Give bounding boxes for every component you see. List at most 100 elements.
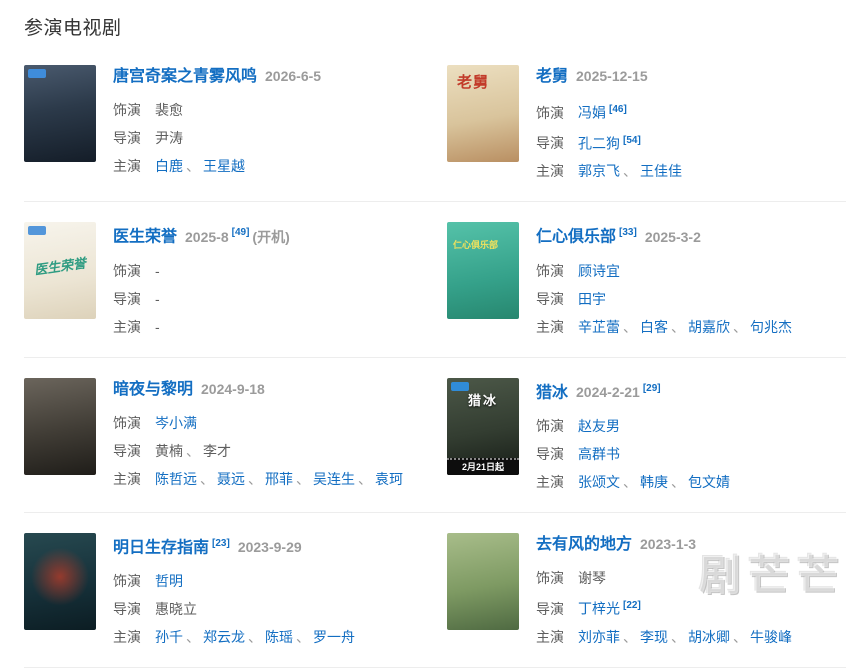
person-link[interactable]: 张颂文 [578, 473, 620, 490]
poster[interactable]: 猎冰 2月21日起 [447, 377, 519, 475]
release-date: 2023-1-3 [640, 535, 697, 552]
poster[interactable]: 老舅 [447, 65, 519, 162]
poster-badge-icon [451, 381, 469, 391]
person-link[interactable]: 王星越 [203, 158, 245, 174]
person-link[interactable]: 顾诗宜 [578, 262, 620, 279]
citation-ref[interactable]: [23] [212, 537, 230, 549]
release-date: 2023-9-29 [237, 539, 302, 556]
poster[interactable] [447, 532, 519, 630]
person-link[interactable]: 孙千 [155, 629, 183, 646]
separator: 、 [623, 163, 637, 180]
title-line: 去有风的地方 2023-1-3 [536, 533, 846, 556]
person-link[interactable]: 袁珂 [375, 470, 403, 487]
citation-ref[interactable]: [29] [642, 382, 661, 394]
poster-title-text: 猎冰 [467, 392, 498, 408]
detail-rows: 饰演 赵友男 导演 高群书 主演 张颂文、韩庚、包文婧 [536, 416, 846, 492]
person-link[interactable]: 岑小满 [155, 414, 197, 431]
person-link[interactable]: 郭京飞 [578, 163, 620, 180]
drama-title-link[interactable]: 明日生存指南 [113, 539, 210, 557]
poster[interactable]: 仁心俱乐部 [447, 222, 519, 320]
person-link[interactable]: 吴连生 [313, 470, 355, 487]
drama-title-link[interactable]: 唐宫奇案之青雾风鸣 [113, 68, 258, 85]
person-link[interactable]: 高群书 [578, 445, 620, 462]
drama-title-link[interactable]: 医生荣誉 [113, 228, 178, 246]
credit-label: 饰演 [113, 573, 141, 590]
person-link[interactable]: 陈瑶 [265, 629, 293, 646]
credit-row: 主演 郭京飞、王佳佳 [536, 161, 846, 181]
person-link[interactable]: 包文婧 [688, 473, 730, 490]
person-link[interactable]: 刘亦菲 [578, 628, 620, 645]
poster[interactable]: 医生荣誉 [24, 222, 96, 320]
credit-label: 主演 [113, 470, 141, 487]
separator: 、 [623, 473, 637, 490]
title-line: 暗夜与黎明 2024-9-18 [113, 378, 447, 401]
person-link[interactable]: 丁梓光 [578, 600, 620, 617]
credit-label: 主演 [113, 629, 141, 646]
person-link[interactable]: 田宇 [578, 290, 606, 307]
detail-rows: 饰演 谢琴 导演 丁梓光 [22] 主演 刘亦菲、李现、胡冰卿、牛骏峰 [536, 568, 846, 647]
person-link[interactable]: 陈哲远 [155, 470, 197, 487]
credit-row: 主演 白鹿、王星越 [113, 156, 447, 176]
credit-label: 主演 [536, 318, 564, 335]
citation-ref[interactable]: [54] [623, 134, 641, 146]
citation-ref[interactable]: [33] [619, 227, 637, 239]
person-name: 李才 [203, 442, 231, 459]
drama-entry: 唐宫奇案之青雾风鸣 2026-6-5 饰演 裴愈 导演 尹涛 主演 白鹿、王星越 [24, 45, 447, 203]
person-link[interactable]: 辛芷蕾 [578, 318, 620, 335]
drama-title-link[interactable]: 仁心俱乐部 [536, 228, 617, 246]
drama-title-link[interactable]: 暗夜与黎明 [113, 380, 194, 398]
drama-title-link[interactable]: 老舅 [536, 68, 569, 85]
drama-title-link[interactable]: 去有风的地方 [536, 535, 633, 553]
credit-label: 导演 [113, 130, 141, 146]
title-line: 老舅 2025-12-15 [536, 65, 846, 88]
title-line: 猎冰 2024-2-21 [29] [536, 378, 846, 404]
person-link[interactable]: 罗一舟 [313, 629, 355, 646]
person-link[interactable]: 胡嘉欣 [688, 318, 730, 335]
person-link[interactable]: 韩庚 [640, 473, 668, 490]
credit-label: 饰演 [536, 262, 564, 279]
poster[interactable] [24, 377, 96, 475]
credit-row: 导演 黄楠、李才 [113, 441, 447, 461]
release-date: 2025-3-2 [644, 228, 701, 245]
poster[interactable] [24, 532, 96, 630]
separator: 、 [200, 470, 214, 487]
drama-title-link[interactable]: 猎冰 [536, 383, 569, 401]
person-link[interactable]: 牛骏峰 [750, 628, 792, 645]
detail-rows: 饰演 - 导演 - 主演 - [113, 261, 447, 337]
person-link[interactable]: 赵友男 [578, 417, 620, 434]
person-link[interactable]: 白鹿 [155, 158, 183, 174]
person-name: - [155, 318, 160, 335]
person-link[interactable]: 郑云龙 [203, 629, 245, 646]
credit-label: 饰演 [536, 569, 564, 586]
person-link[interactable]: 孔二狗 [578, 135, 620, 152]
citation-ref[interactable]: [22] [623, 599, 641, 611]
person-link[interactable]: 李现 [640, 628, 668, 645]
person-name: - [155, 290, 160, 307]
separator: 、 [248, 470, 262, 487]
person-link[interactable]: 白客 [640, 318, 668, 335]
citation-ref[interactable]: [46] [609, 104, 627, 115]
credit-label: 饰演 [113, 414, 141, 431]
poster-title-text: 老舅 [457, 74, 490, 91]
drama-info: 仁心俱乐部 [33] 2025-3-2 饰演 顾诗宜 导演 田宇 主演 辛芷蕾、白客、胡嘉欣、… [536, 222, 846, 336]
drama-entry: 猎冰 2月21日起 猎冰 2024-2-21 [29] 饰演 赵友男 导演 高群书 主演 张颂文… [447, 358, 846, 513]
person-link[interactable]: 哲明 [155, 573, 183, 590]
person-link[interactable]: 冯娟 [578, 104, 606, 121]
title-line: 医生荣誉 2025-8 [49] (开机) [113, 222, 447, 248]
person-link[interactable]: 聂远 [217, 470, 245, 487]
separator: 、 [186, 629, 200, 646]
poster-badge-icon [28, 69, 46, 78]
person-link[interactable]: 邢菲 [265, 470, 293, 487]
credit-label: 导演 [536, 290, 564, 307]
title-line: 仁心俱乐部 [33] 2025-3-2 [536, 222, 846, 248]
release-date: 2025-12-15 [576, 68, 648, 84]
person-link[interactable]: 句兆杰 [750, 318, 792, 335]
person-link[interactable]: 胡冰卿 [688, 628, 730, 645]
credit-label: 饰演 [536, 417, 564, 434]
poster[interactable] [24, 65, 96, 162]
poster-badge-icon [28, 226, 46, 236]
person-link[interactable]: 王佳佳 [640, 163, 682, 180]
credit-row: 导演 孔二狗 [54] [536, 131, 846, 154]
citation-ref[interactable]: [49] [231, 227, 250, 239]
detail-rows: 饰演 哲明 导演 惠晓立 主演 孙千、郑云龙、陈瑶、罗一舟 [113, 571, 447, 647]
